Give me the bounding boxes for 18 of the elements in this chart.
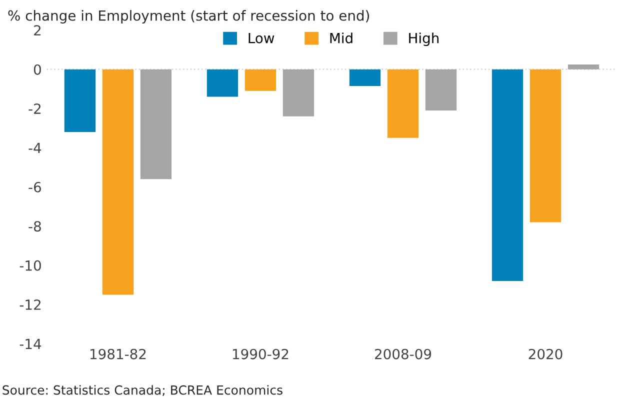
x-tick-label: 2020 (528, 348, 562, 360)
y-tick-label: 0 (34, 64, 41, 75)
y-tick-label: -2 (28, 104, 40, 114)
y-tick-label: -14 (20, 338, 42, 349)
x-tick-label: 1990-92 (233, 348, 288, 360)
y-tick-label: -8 (28, 221, 41, 232)
y-tick-label: -10 (20, 260, 41, 271)
chart-title: % change in Employment (start of recession to end) (8, 10, 370, 24)
legend-label: High (409, 32, 439, 46)
y-tick-label: 2 (34, 25, 40, 36)
source-note: Source: Statistics Canada; BCREA Economics (2, 385, 282, 396)
legend-label: Mid (330, 32, 352, 44)
x-tick-label: 2008-09 (375, 348, 432, 360)
y-tick-label: -12 (20, 299, 40, 310)
y-tick-label: -6 (28, 182, 41, 192)
legend-label: Low (248, 33, 274, 44)
x-tick-label: 1981-82 (90, 348, 146, 360)
y-tick-label: -4 (28, 142, 42, 154)
